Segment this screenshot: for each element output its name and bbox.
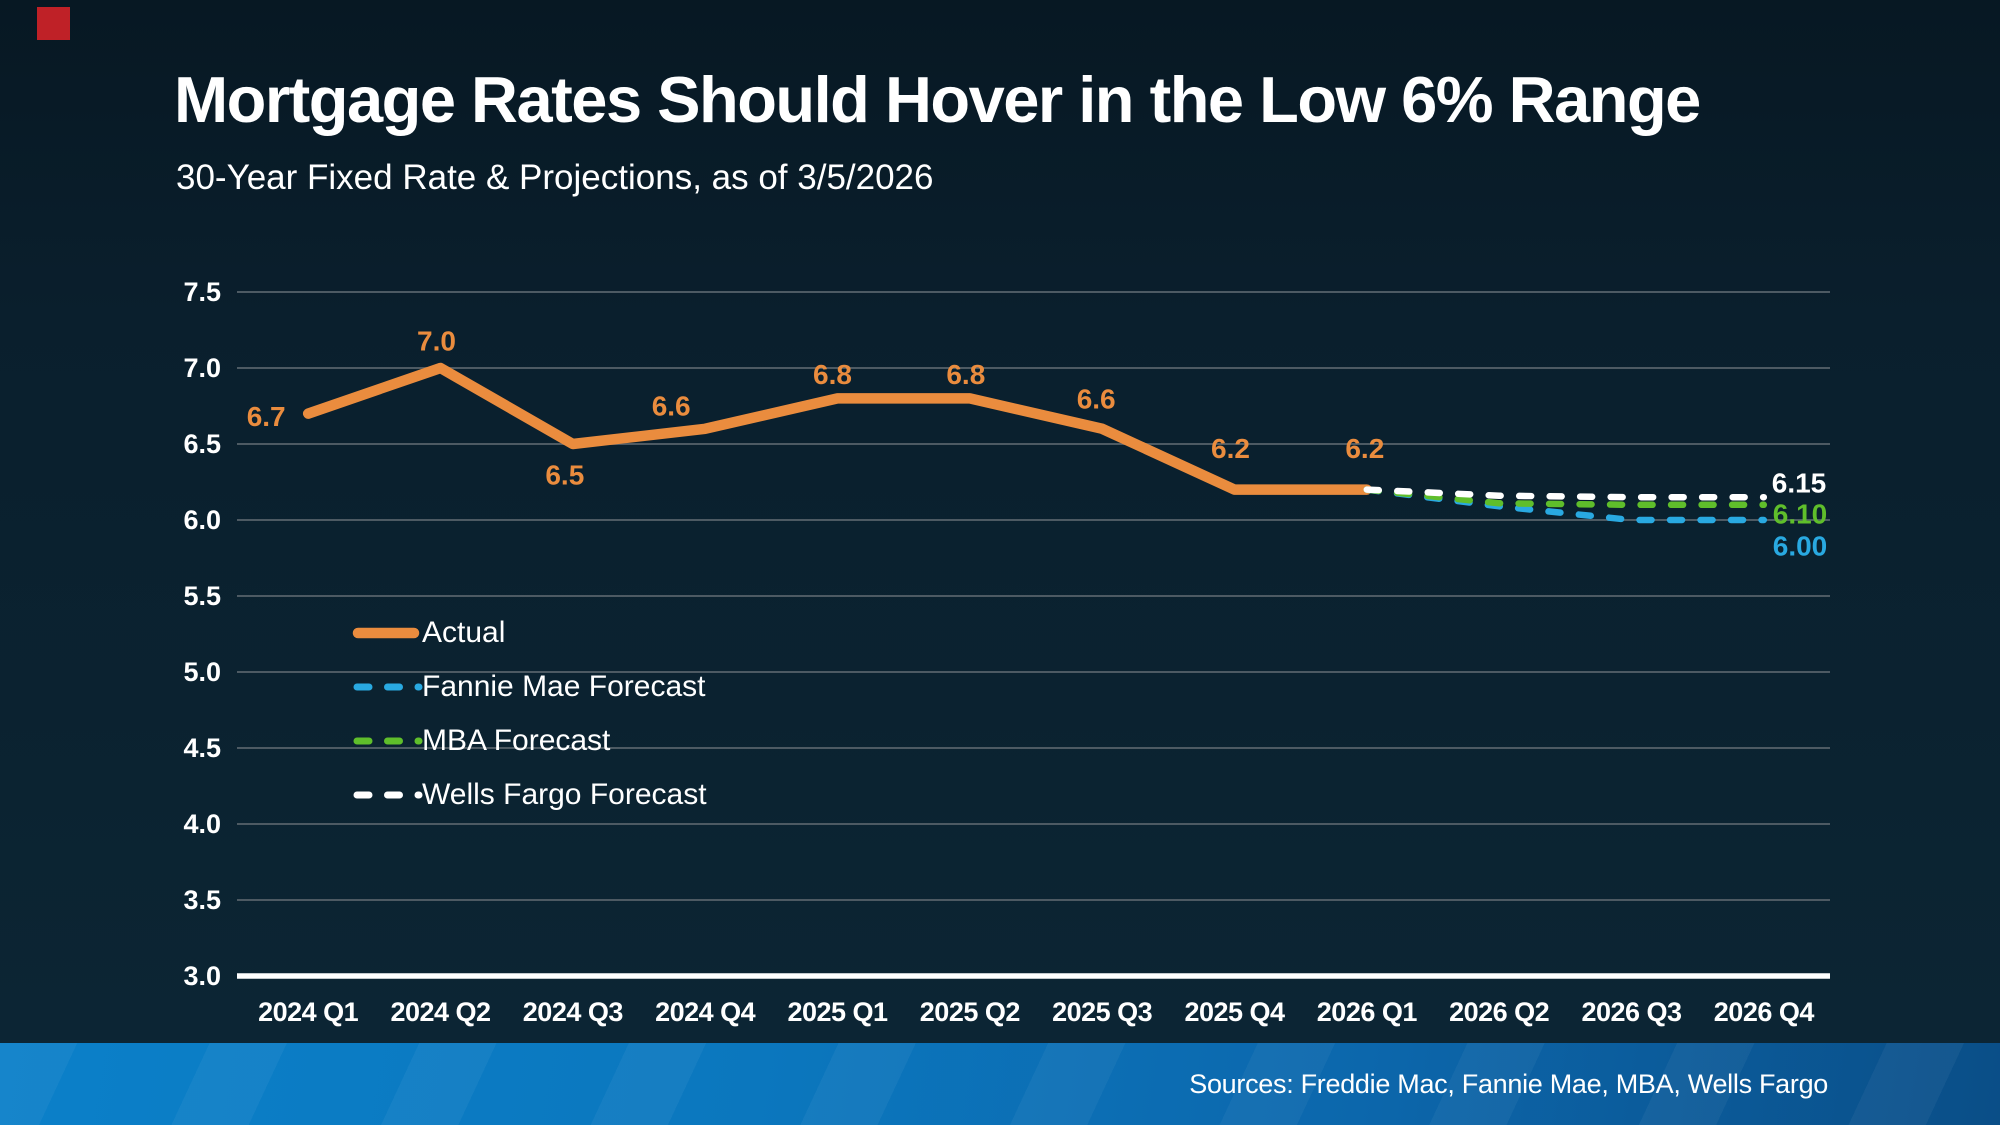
svg-text:2026 Q1: 2026 Q1 <box>1317 997 1418 1027</box>
legend-label: Wells Fargo Forecast <box>422 778 707 811</box>
svg-text:2026 Q4: 2026 Q4 <box>1714 997 1815 1027</box>
sources-text: Sources: Freddie Mac, Fannie Mae, MBA, W… <box>1189 1068 1828 1099</box>
chart-subtitle: 30-Year Fixed Rate & Projections, as of … <box>176 158 934 197</box>
svg-text:4.0: 4.0 <box>183 809 221 839</box>
svg-text:2024 Q1: 2024 Q1 <box>258 997 359 1027</box>
svg-text:7.0: 7.0 <box>417 326 456 357</box>
svg-text:6.10: 6.10 <box>1773 499 1828 530</box>
legend-swatch-dashed-icon <box>353 791 423 799</box>
svg-text:6.7: 6.7 <box>247 401 286 432</box>
svg-text:6.2: 6.2 <box>1211 433 1250 464</box>
legend-item-fannie-mae: Fannie Mae Forecast <box>353 660 707 714</box>
legend-item-mba: MBA Forecast <box>353 714 707 768</box>
svg-text:6.0: 6.0 <box>183 505 221 535</box>
svg-text:2026 Q2: 2026 Q2 <box>1449 997 1549 1027</box>
svg-text:6.15: 6.15 <box>1772 468 1827 499</box>
legend-swatch-dashed-icon <box>353 737 423 745</box>
svg-text:5.0: 5.0 <box>183 657 221 687</box>
svg-text:2024 Q2: 2024 Q2 <box>390 997 490 1027</box>
svg-text:6.2: 6.2 <box>1345 433 1384 464</box>
svg-text:2026 Q3: 2026 Q3 <box>1581 997 1682 1027</box>
svg-text:6.5: 6.5 <box>545 460 584 491</box>
svg-text:2025 Q2: 2025 Q2 <box>920 997 1020 1027</box>
svg-text:2025 Q4: 2025 Q4 <box>1184 997 1285 1027</box>
svg-text:6.00: 6.00 <box>1773 531 1828 562</box>
red-square-logo-icon <box>37 7 70 40</box>
legend-label: MBA Forecast <box>422 724 611 757</box>
svg-text:3.0: 3.0 <box>183 961 221 991</box>
svg-text:6.8: 6.8 <box>813 359 852 390</box>
legend-swatch-dashed-icon <box>353 683 423 691</box>
legend-label: Fannie Mae Forecast <box>422 670 706 703</box>
legend-item-actual: Actual <box>352 606 707 660</box>
svg-text:7.0: 7.0 <box>183 353 221 383</box>
legend-item-wells-fargo: Wells Fargo Forecast <box>353 768 707 822</box>
svg-text:6.6: 6.6 <box>652 390 691 421</box>
footer-bar: Sources: Freddie Mac, Fannie Mae, MBA, W… <box>0 1043 2000 1125</box>
chart-legend: Actual Fannie Mae Forecast MBA Forecast … <box>352 606 707 822</box>
svg-text:6.8: 6.8 <box>946 359 985 390</box>
legend-label: Actual <box>422 616 506 649</box>
svg-text:7.5: 7.5 <box>183 277 221 307</box>
svg-text:2024 Q4: 2024 Q4 <box>655 997 756 1027</box>
legend-swatch-solid-icon <box>352 627 420 639</box>
svg-text:2025 Q1: 2025 Q1 <box>787 997 888 1027</box>
svg-text:4.5: 4.5 <box>183 733 221 763</box>
svg-text:6.6: 6.6 <box>1077 383 1116 414</box>
chart-title: Mortgage Rates Should Hover in the Low 6… <box>174 63 1701 136</box>
svg-text:3.5: 3.5 <box>183 885 221 915</box>
svg-text:6.5: 6.5 <box>183 429 221 459</box>
svg-text:2024 Q3: 2024 Q3 <box>523 997 624 1027</box>
svg-text:2025 Q3: 2025 Q3 <box>1052 997 1153 1027</box>
svg-text:5.5: 5.5 <box>183 581 221 611</box>
